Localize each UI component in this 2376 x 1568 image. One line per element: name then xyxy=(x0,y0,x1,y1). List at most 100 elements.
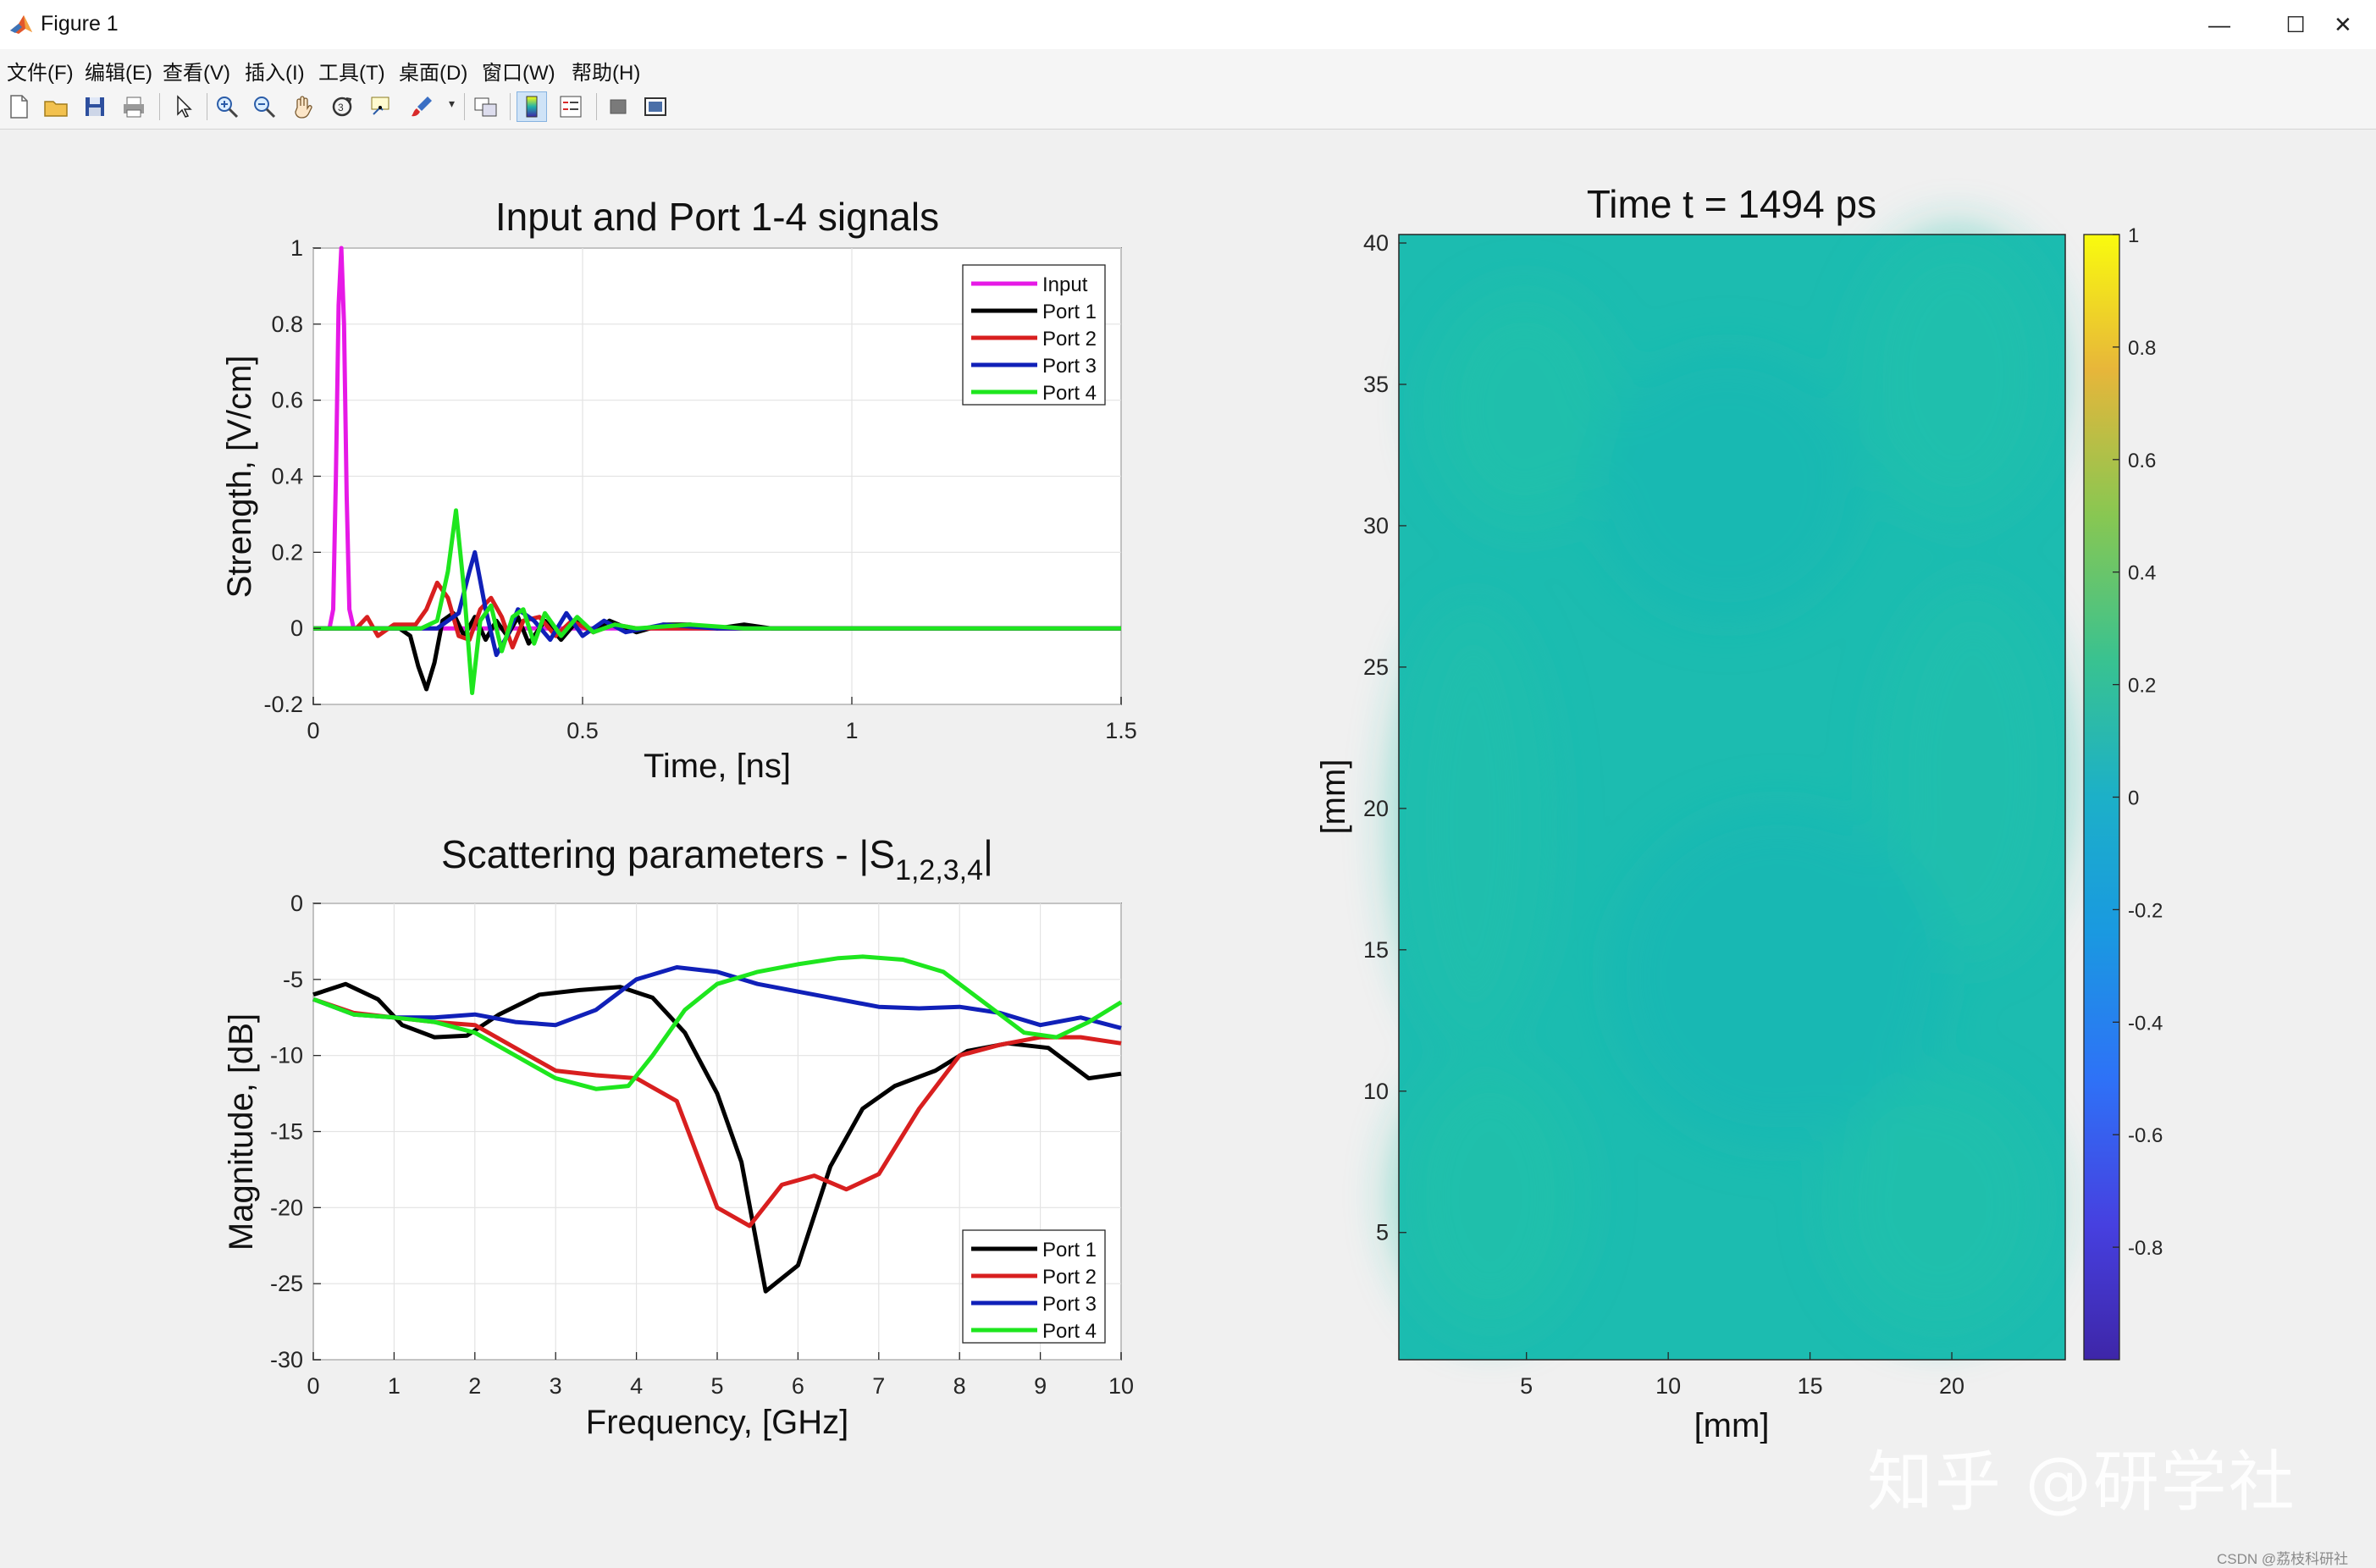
field-xlabel: [mm] xyxy=(1694,1407,1770,1444)
field-axes[interactable]: Time t = 1494 ps [mm] [mm] 5 10 15 20 5 10 15 2… xyxy=(1315,182,2066,1444)
new-figure-button[interactable] xyxy=(3,91,34,122)
x-tick-label: 0 xyxy=(307,1373,319,1399)
menu-help[interactable]: 帮助(H) xyxy=(572,62,641,85)
pointer-icon xyxy=(177,95,192,118)
sparams-title-sub: 1,2,3,4 xyxy=(895,854,983,886)
data-cursor-button[interactable] xyxy=(366,91,396,122)
show-tools-icon xyxy=(644,97,666,116)
menu-insert[interactable]: 插入(I) xyxy=(245,62,305,85)
sparams-xlabel: Frequency, [GHz] xyxy=(586,1404,848,1441)
edit-plot-button[interactable] xyxy=(168,91,198,122)
maximize-button[interactable]: ☐ xyxy=(2285,11,2306,37)
colorbar-tick-label: -0.4 xyxy=(2128,1012,2163,1035)
zoom-out-icon xyxy=(254,97,276,119)
x-tick-label: 1 xyxy=(845,718,858,743)
zoom-in-icon xyxy=(217,97,239,119)
menu-bar: 文件(F) 编辑(E) 查看(V) 插入(I) 工具(T) 桌面(D) 窗口(W… xyxy=(0,49,2376,85)
legend-label: Port 4 xyxy=(1042,1320,1097,1343)
link-plot-button[interactable] xyxy=(471,91,501,122)
window-title-bar: Figure 1 — ☐ ✕ xyxy=(0,0,2376,50)
legend-label: Port 2 xyxy=(1042,328,1097,351)
insert-colorbar-button[interactable] xyxy=(517,91,547,122)
menu-file[interactable]: 文件(F) xyxy=(7,62,74,85)
x-tick-label: 2 xyxy=(468,1373,481,1399)
legend-label: Port 1 xyxy=(1042,301,1097,323)
y-tick-label: 0.8 xyxy=(271,312,303,337)
colorbar-tick-label: 0.2 xyxy=(2128,675,2156,698)
legend-label: Port 3 xyxy=(1042,1293,1097,1316)
signals-ylabel: Strength, [V/cm] xyxy=(221,356,258,599)
credit-text: CSDN @荔枝科研社 xyxy=(2217,1551,2349,1567)
signals-axes[interactable]: Input and Port 1-4 signals Time, [ns] St… xyxy=(221,195,1137,785)
open-file-button[interactable] xyxy=(41,91,71,122)
x-tick-label: 9 xyxy=(1034,1373,1047,1399)
zoom-in-button[interactable] xyxy=(212,91,242,122)
menu-window[interactable]: 窗口(W) xyxy=(482,62,555,85)
colorbar-tick-label: 0.8 xyxy=(2128,337,2156,360)
sparams-legend[interactable]: Port 1 Port 2 Port 3 Port 4 xyxy=(962,1229,1106,1344)
x-tick-label: 7 xyxy=(872,1373,885,1399)
close-button[interactable]: ✕ xyxy=(2334,11,2352,37)
menu-view[interactable]: 查看(V) xyxy=(163,62,230,85)
y-tick-label: 15 xyxy=(1363,937,1389,963)
figure-toolbar: 3 ▾ xyxy=(0,85,2376,130)
y-tick-label: 0.2 xyxy=(271,539,303,565)
pan-icon xyxy=(295,96,312,119)
colorbar-tick-label: 1 xyxy=(2128,224,2139,247)
y-tick-label: 1 xyxy=(290,235,303,261)
x-tick-label: 0 xyxy=(307,718,319,743)
hide-tools-icon xyxy=(610,99,627,114)
print-button[interactable] xyxy=(119,91,149,122)
menu-desktop[interactable]: 桌面(D) xyxy=(399,62,468,85)
matlab-logo-icon xyxy=(10,15,32,34)
insert-legend-button[interactable] xyxy=(555,91,586,122)
colorbar-tick-label: -0.8 xyxy=(2128,1237,2163,1260)
y-tick-label: -0.2 xyxy=(263,692,303,717)
hide-plot-tools-button[interactable] xyxy=(603,91,633,122)
y-tick-label: -5 xyxy=(283,967,303,992)
y-tick-label: 35 xyxy=(1363,372,1389,397)
brush-button[interactable] xyxy=(406,91,437,122)
y-tick-label: 30 xyxy=(1363,513,1389,538)
colorbar-toggle-icon xyxy=(526,96,538,118)
signals-legend[interactable]: Input Port 1 Port 2 Port 3 Port 4 xyxy=(962,264,1106,406)
show-plot-tools-button[interactable] xyxy=(640,91,671,122)
rotate-3d-button[interactable]: 3 xyxy=(327,91,357,122)
series-line-port-4 xyxy=(313,508,1121,695)
print-icon xyxy=(124,97,144,118)
link-icon xyxy=(474,97,497,117)
x-tick-label: 1.5 xyxy=(1105,718,1137,743)
menu-edit[interactable]: 编辑(E) xyxy=(85,62,152,85)
colorbar[interactable]: 1 0.8 0.6 0.4 0.2 0 -0.2 -0.4 -0.6 -0.8 xyxy=(2083,224,2163,1361)
sparams-title-end: | xyxy=(983,832,993,876)
zoom-out-button[interactable] xyxy=(249,91,279,122)
figure-svg: Input and Port 1-4 signals Time, [ns] St… xyxy=(221,182,2163,1444)
x-tick-label: 1 xyxy=(388,1373,401,1399)
menu-tools[interactable]: 工具(T) xyxy=(318,62,385,85)
x-tick-label: 15 xyxy=(1798,1373,1823,1399)
series-line-port-4 xyxy=(312,954,1123,1091)
save-icon xyxy=(86,97,104,116)
brush-dropdown-icon[interactable]: ▾ xyxy=(449,97,456,110)
legend-toggle-icon xyxy=(560,96,582,118)
y-tick-label: -30 xyxy=(270,1347,303,1372)
data-cursor-icon xyxy=(371,97,390,115)
minimize-button[interactable]: — xyxy=(2208,11,2230,37)
figure-canvas: Input and Port 1-4 signals Time, [ns] St… xyxy=(0,130,2376,1567)
pan-button[interactable] xyxy=(288,91,318,122)
signals-title: Input and Port 1-4 signals xyxy=(495,195,939,239)
sparams-axes[interactable]: Scattering parameters - |S1,2,3,4| Frequ… xyxy=(223,832,1134,1441)
sparams-title-main: Scattering parameters - |S xyxy=(441,832,895,876)
svg-text:3: 3 xyxy=(338,102,344,113)
save-button[interactable] xyxy=(80,91,110,122)
y-tick-label: -10 xyxy=(270,1043,303,1068)
x-tick-label: 10 xyxy=(1655,1373,1681,1399)
rotate-icon: 3 xyxy=(332,97,352,117)
colorbar-tick-label: 0 xyxy=(2128,787,2139,810)
series-line-port-3 xyxy=(312,965,1122,1030)
legend-label: Port 2 xyxy=(1042,1266,1097,1289)
y-tick-label: -15 xyxy=(270,1119,303,1145)
signals-xlabel: Time, [ns] xyxy=(644,748,791,785)
y-tick-label: -25 xyxy=(270,1271,303,1296)
colorbar-tick-label: 0.4 xyxy=(2128,562,2156,585)
